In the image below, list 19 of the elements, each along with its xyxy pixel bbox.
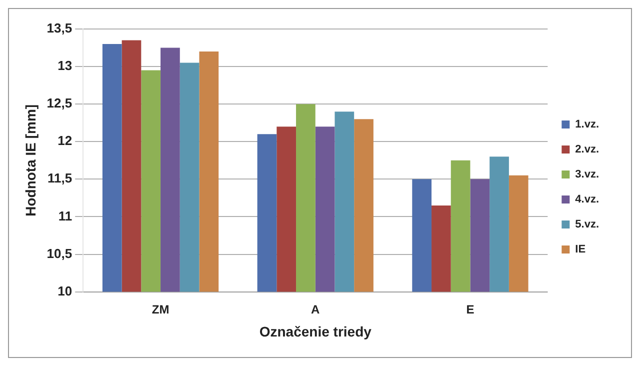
x-tick-label: E xyxy=(466,302,474,316)
legend-label: IE xyxy=(575,244,586,256)
x-tick-label: A xyxy=(311,302,320,316)
legend-label: 3.vz. xyxy=(575,168,600,181)
y-tick-label: 12,5 xyxy=(46,96,72,111)
y-tick-label: 11 xyxy=(58,208,72,224)
x-axis-title: Označenie triedy xyxy=(259,323,372,340)
y-tick-label: 13 xyxy=(58,58,72,74)
legend-label: 5.vz. xyxy=(575,218,600,231)
legend-label: 1.vz. xyxy=(575,118,600,131)
y-tick-label: 13,5 xyxy=(46,20,72,36)
x-tick-label: ZM xyxy=(152,302,170,316)
y-tick-label: 10,5 xyxy=(46,246,72,261)
legend-label: 4.vz. xyxy=(575,194,600,206)
y-tick-label: 12 xyxy=(58,133,72,148)
y-tick-label: 11,5 xyxy=(48,170,72,186)
y-axis-title: Hodnota IE [mm] xyxy=(22,104,38,216)
legend-label: 2.vz. xyxy=(575,144,600,156)
y-tick-label: 10 xyxy=(58,283,72,298)
